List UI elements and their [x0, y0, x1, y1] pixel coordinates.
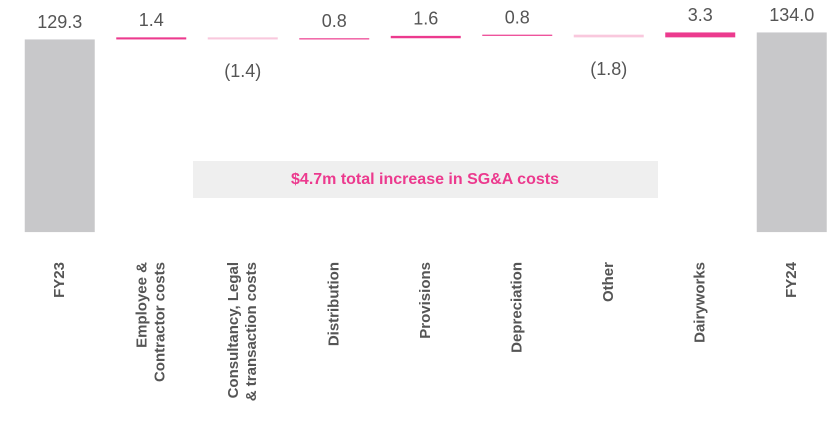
x-tick-label-line: Provisions — [417, 262, 434, 339]
value-label: 3.3 — [688, 5, 713, 25]
delta-bar — [665, 32, 736, 38]
delta-bar — [573, 34, 644, 38]
x-tick-label-line: FY24 — [783, 261, 800, 298]
value-label: 134.0 — [769, 5, 814, 25]
value-label: (1.4) — [224, 61, 261, 81]
annotation-box — [193, 161, 658, 198]
total-bar — [24, 39, 95, 233]
x-tick-label-line: Contractor costs — [151, 262, 168, 382]
delta-bar — [299, 38, 370, 40]
x-tick-label: FY23 — [51, 262, 68, 298]
value-label: 0.8 — [505, 7, 530, 27]
x-tick-label-line: FY23 — [51, 262, 68, 298]
x-tick-label-line: & transaction costs — [243, 262, 260, 401]
value-label: 1.6 — [413, 9, 438, 29]
x-tick-label: Employee &Contractor costs — [133, 262, 168, 382]
delta-bar — [116, 37, 187, 40]
x-tick-label: Other — [600, 262, 617, 302]
value-label: 0.8 — [322, 11, 347, 31]
x-tick-label: Depreciation — [508, 262, 525, 353]
x-tick-label: Dairyworks — [691, 262, 708, 343]
x-tick-label: Consultancy, Legal& transaction costs — [225, 262, 260, 401]
x-tick-label: Distribution — [325, 262, 342, 346]
annotation: $4.7m total increase in SG&A costs — [291, 171, 559, 188]
x-tick-label-line: Employee & — [133, 262, 150, 348]
x-tick-label: FY24 — [783, 261, 800, 298]
x-tick-label-line: Consultancy, Legal — [225, 262, 242, 398]
value-label: 1.4 — [139, 10, 164, 30]
delta-bar — [207, 37, 278, 40]
x-tick-label-line: Distribution — [325, 262, 342, 346]
x-tick-label-line: Depreciation — [508, 262, 525, 353]
x-tick-label-line: Other — [600, 262, 617, 302]
delta-bar — [482, 34, 553, 36]
value-label: 129.3 — [37, 12, 82, 32]
delta-bar — [390, 35, 461, 39]
x-tick-label: Provisions — [417, 262, 434, 339]
value-label: (1.8) — [590, 59, 627, 79]
x-tick-label-line: Dairyworks — [691, 262, 708, 343]
total-bar — [756, 32, 827, 233]
